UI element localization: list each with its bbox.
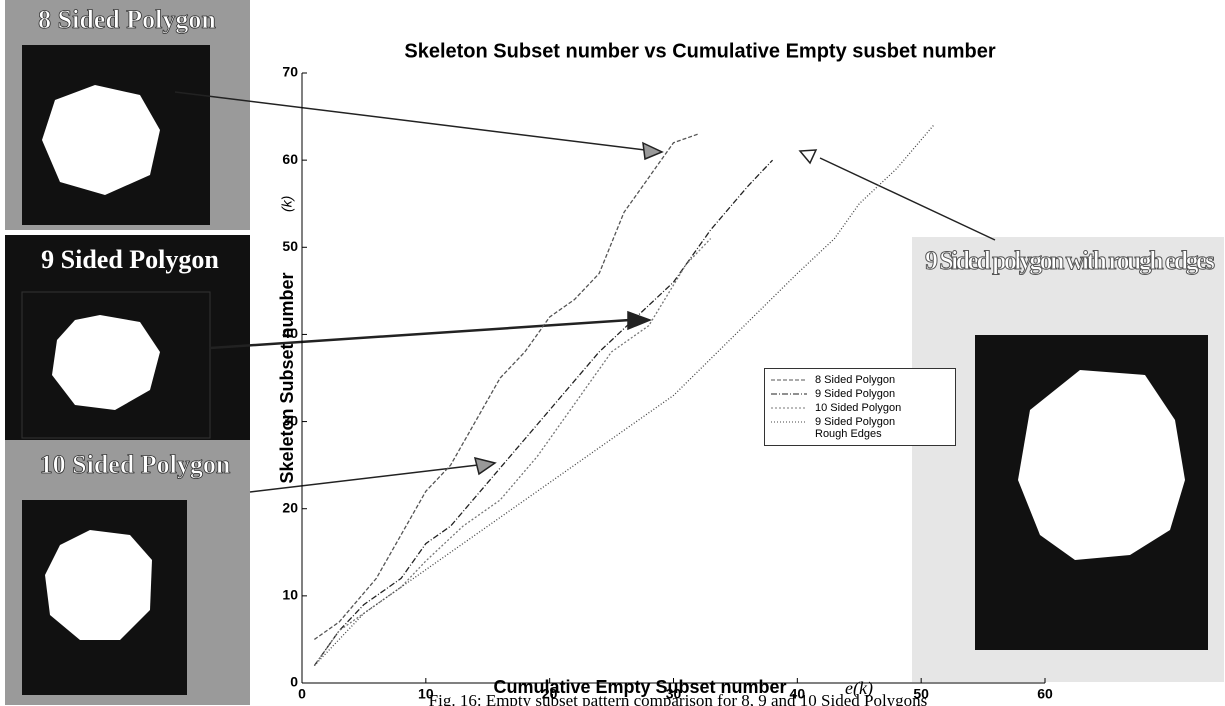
panel-label: 9 Sided polygon with rough edges xyxy=(925,246,1215,275)
y-tick-label: 0 xyxy=(290,674,298,690)
series-line xyxy=(314,134,698,639)
legend-swatch xyxy=(769,388,809,400)
legend-label: 10 Sided Polygon xyxy=(815,402,925,414)
legend-swatch xyxy=(769,416,809,428)
series-line xyxy=(314,160,772,665)
legend-label: 8 Sided Polygon xyxy=(815,374,925,386)
legend: 8 Sided Polygon 9 Sided Polygon 10 Sided P… xyxy=(764,368,956,446)
page: 8 Sided Polygon 9 Sided Polygon 10 Sided… xyxy=(0,0,1225,706)
x-axis-label: Cumulative Empty Subset number xyxy=(493,677,786,697)
panel-label: 8 Sided Polygon xyxy=(38,5,216,34)
x-tick-label: 0 xyxy=(298,686,306,702)
chart: 8 Sided Polygon 9 Sided Polygon 10 Sided… xyxy=(0,0,1225,706)
legend-entry: 8 Sided Polygon xyxy=(769,374,951,386)
legend-entry: 9 Sided Polygon xyxy=(769,388,951,400)
y-axis-label: Skeleton Subset number xyxy=(277,272,297,483)
polygon-shape xyxy=(45,530,152,640)
y-tick-label: 10 xyxy=(282,587,298,603)
y-tick-label: 50 xyxy=(282,238,298,254)
legend-swatch xyxy=(769,402,809,414)
x-tick-label: 60 xyxy=(1037,686,1053,702)
panel-label: 9 Sided Polygon xyxy=(41,245,219,274)
x-tick-label: 50 xyxy=(913,686,929,702)
legend-label: 9 Sided Polygon xyxy=(815,388,925,400)
x-tick-label: 10 xyxy=(418,686,434,702)
y-tick-label: 20 xyxy=(282,499,298,515)
legend-label: 9 Sided Polygon Rough Edges xyxy=(815,416,925,440)
chart-title: Skeleton Subset number vs Cumulative Emp… xyxy=(404,40,995,62)
y-tick-label: 70 xyxy=(282,64,298,80)
panel-label: 10 Sided Polygon xyxy=(40,450,231,479)
y-axis-symbol: (k) xyxy=(279,196,295,212)
legend-entry: 9 Sided Polygon Rough Edges xyxy=(769,416,951,440)
legend-entry: 10 Sided Polygon xyxy=(769,402,951,414)
x-axis-symbol: e(k) xyxy=(845,678,873,699)
legend-swatch xyxy=(769,374,809,386)
y-tick-label: 60 xyxy=(282,151,298,167)
x-tick-label: 40 xyxy=(790,686,806,702)
